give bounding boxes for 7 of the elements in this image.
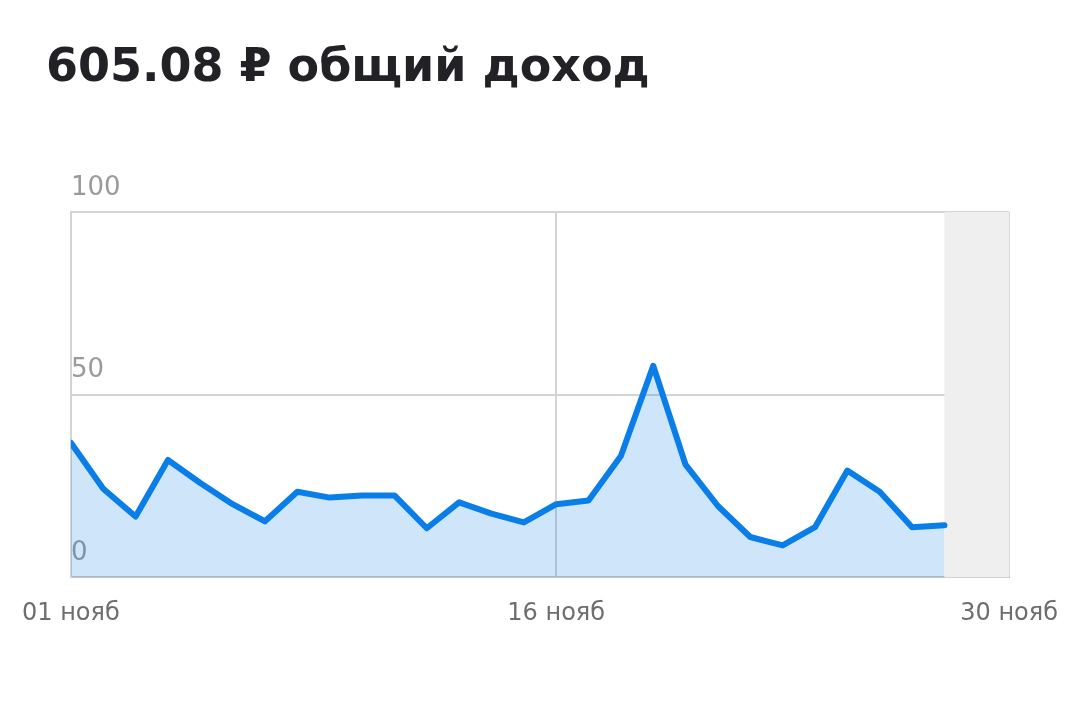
x-tick-label: 01 нояб xyxy=(22,597,120,626)
x-tick-label: 16 нояб xyxy=(507,597,606,626)
y-tick-label: 50 xyxy=(70,353,104,384)
x-tick-label: 30 нояб xyxy=(960,597,1058,626)
chart-title: 605.08 ₽ общий доход xyxy=(46,38,650,92)
y-tick-label: 0 xyxy=(70,535,88,566)
y-tick-label: 100 xyxy=(70,170,121,201)
